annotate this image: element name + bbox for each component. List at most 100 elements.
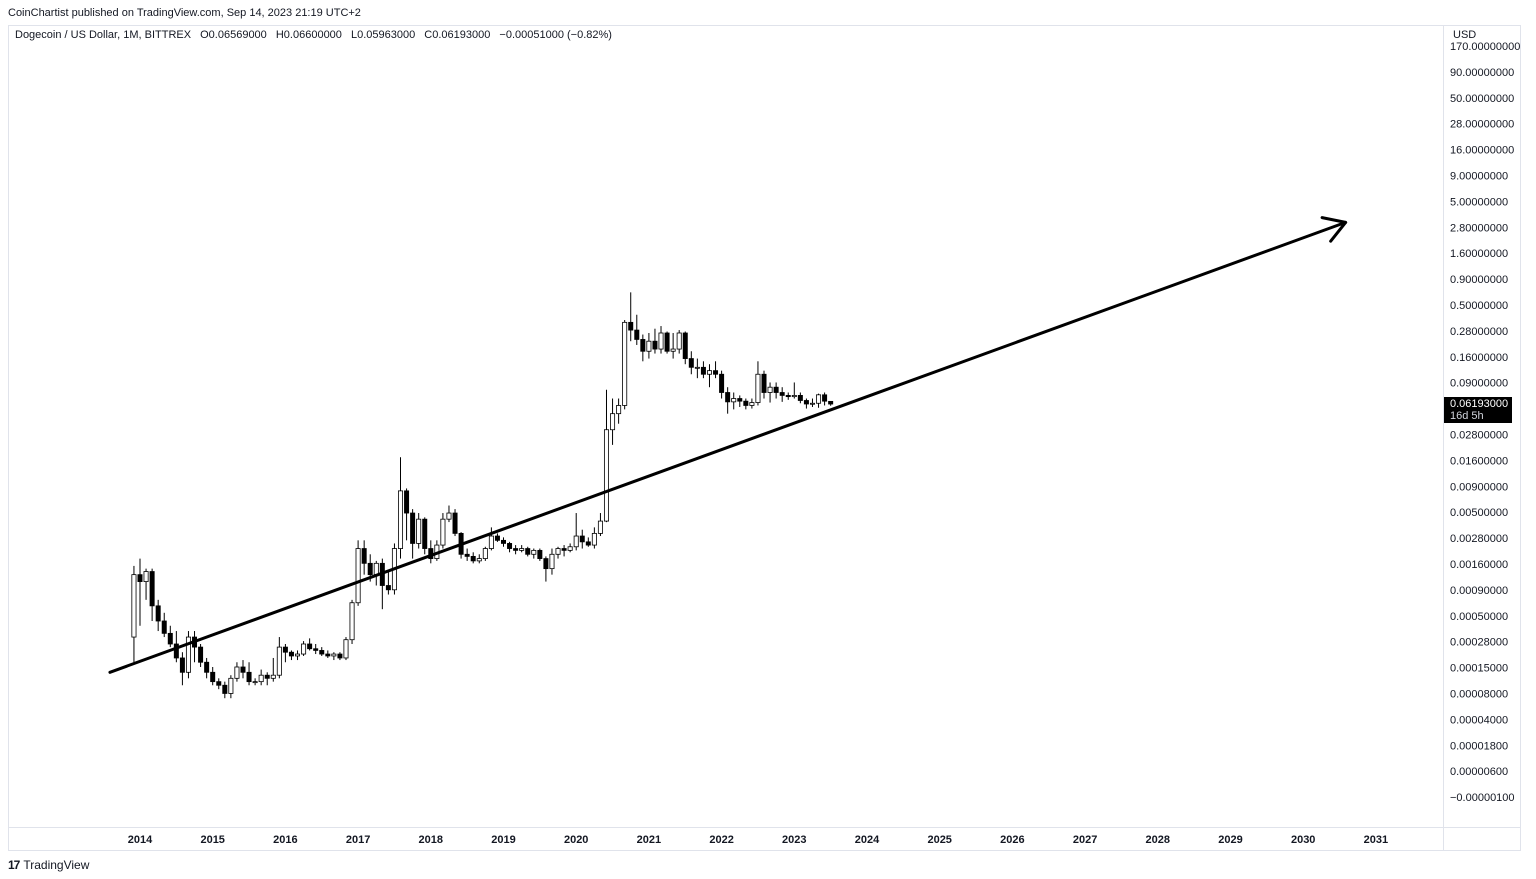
price-tick-label: 0.00900000	[1450, 481, 1508, 493]
candle-down	[198, 646, 204, 663]
price-tick-label: 1.60000000	[1450, 248, 1508, 260]
candle-up	[185, 636, 191, 673]
price-tick-label: 50.00000000	[1450, 93, 1514, 105]
currency-label[interactable]: USD	[1453, 29, 1477, 41]
time-axis-divider	[8, 827, 1521, 828]
legend-close: C0.06193000	[424, 29, 491, 41]
candle-down	[410, 512, 416, 544]
candle-up	[131, 574, 137, 638]
candle-up	[440, 518, 446, 546]
candle-down	[167, 632, 173, 645]
legend-open: O0.06569000	[200, 29, 267, 41]
candle-up	[373, 562, 379, 576]
tradingview-logo[interactable]: 17 TradingView	[8, 858, 89, 872]
last-price-badge: 0.06193000 16d 5h	[1444, 397, 1512, 423]
candle-down	[713, 370, 719, 375]
time-axis[interactable]: 2014 2015 2016 2017 2018 2019 2020 2021 2022 2023…	[128, 834, 1388, 846]
year-tick-label: 2030	[1291, 834, 1315, 846]
candle-up	[816, 394, 822, 404]
candle-down	[682, 332, 688, 359]
year-tick-label: 2014	[128, 834, 153, 846]
candle-up	[252, 681, 258, 684]
candle-up	[416, 518, 422, 544]
candle-down	[700, 366, 706, 375]
price-tick-label: 0.00015000	[1450, 663, 1508, 675]
candle-up	[343, 639, 349, 659]
candle-up	[591, 532, 597, 546]
candle-down	[155, 605, 161, 622]
legend-high: H0.06600000	[275, 29, 342, 41]
candle-down	[422, 518, 428, 549]
candle-down	[828, 400, 834, 405]
chart-frame	[8, 25, 1521, 851]
candle-down	[737, 398, 743, 402]
candle-down	[137, 574, 143, 582]
candle-down	[307, 643, 313, 650]
candle-up	[603, 429, 609, 522]
year-tick-label: 2027	[1073, 834, 1097, 846]
candle-down	[773, 386, 779, 393]
candle-up	[331, 653, 337, 657]
trendline-layer[interactable]	[108, 216, 1348, 674]
candle-up	[270, 674, 276, 679]
price-tick-label: 0.00000600	[1450, 766, 1508, 778]
candle-up	[295, 653, 301, 657]
year-tick-label: 2016	[273, 834, 297, 846]
last-price-value: 0.06193000	[1450, 398, 1509, 410]
candle-up	[791, 395, 797, 398]
candle-down	[719, 373, 725, 393]
legend-low: L0.05963000	[350, 29, 416, 41]
candle-down	[513, 548, 519, 551]
candle-up	[755, 373, 761, 403]
price-tick-label: −0.00000100	[1450, 792, 1515, 804]
price-tick-label: 0.00008000	[1450, 689, 1508, 701]
price-tick-label: 0.50000000	[1450, 300, 1508, 312]
candle-down	[452, 512, 458, 534]
year-tick-label: 2031	[1364, 834, 1388, 846]
candle-down	[822, 394, 828, 402]
price-tick-label: 28.00000000	[1450, 119, 1514, 131]
candle-down	[761, 373, 767, 393]
candle-up	[446, 512, 452, 520]
candle-down	[173, 643, 179, 659]
candle-down	[500, 539, 506, 544]
candle-down	[634, 329, 640, 340]
candle-down	[525, 548, 531, 555]
candle-down	[688, 358, 694, 368]
candle-up	[555, 548, 561, 555]
legend-change: −0.00051000 (−0.82%)	[499, 29, 612, 41]
candle-up	[398, 490, 404, 549]
year-tick-label: 2019	[491, 834, 515, 846]
candle-down	[803, 400, 809, 405]
candle-down	[494, 535, 500, 541]
price-axis-divider	[1443, 25, 1444, 851]
candle-up	[616, 405, 622, 415]
candle-down	[179, 657, 185, 673]
candle-up	[482, 548, 488, 559]
candle-down	[288, 651, 294, 657]
price-tick-label: 0.28000000	[1450, 326, 1508, 338]
candle-down	[640, 339, 646, 352]
price-tick-label: 0.00001800	[1450, 740, 1508, 752]
price-axis[interactable]: 170.00000000 90.00000000 50.00000000 28.000…	[1450, 41, 1520, 804]
price-tick-label: 0.00050000	[1450, 611, 1508, 623]
candle-up	[258, 674, 264, 683]
candle-down	[404, 490, 410, 514]
trendline	[108, 220, 1348, 674]
candle-up	[676, 332, 682, 350]
candle-up	[301, 643, 307, 655]
candle-down	[282, 646, 288, 653]
candle-down	[470, 555, 476, 562]
bar-countdown: 16d 5h	[1450, 410, 1484, 422]
candle-up	[276, 646, 282, 676]
price-tick-label: 9.00000000	[1450, 171, 1508, 183]
candle-up	[731, 398, 737, 403]
candle-down	[664, 332, 670, 352]
candle-up	[488, 535, 494, 549]
candle-down	[240, 666, 246, 673]
candle-down	[779, 392, 785, 396]
year-tick-label: 2028	[1146, 834, 1170, 846]
price-tick-label: 90.00000000	[1450, 67, 1514, 79]
candle-down	[319, 650, 325, 655]
